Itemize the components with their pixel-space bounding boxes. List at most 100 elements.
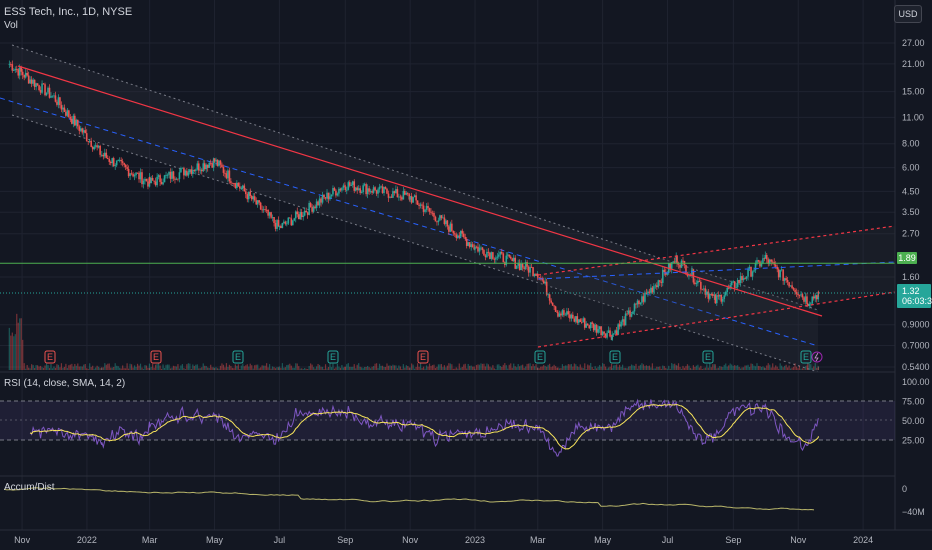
rsi-tick-label: 75.00: [902, 397, 925, 407]
volume-bar: [737, 365, 739, 370]
price-tick-label: 8.00: [902, 139, 920, 149]
candle-body: [17, 69, 20, 76]
volume-bar: [633, 365, 636, 370]
volume-bar: [119, 367, 121, 370]
earnings-marker[interactable]: E: [609, 350, 621, 364]
volume-bar: [405, 365, 407, 370]
symbol-title[interactable]: ESS Tech, Inc., 1D, NYSE: [4, 6, 133, 18]
currency-badge[interactable]: USD: [894, 5, 922, 23]
candle-body: [351, 181, 354, 185]
candle-body: [356, 187, 359, 190]
candle-body: [259, 202, 262, 210]
candle-body: [47, 87, 49, 93]
candle-body: [381, 186, 384, 194]
time-tick-label: Nov: [402, 535, 419, 545]
volume-bar: [293, 367, 295, 370]
price-axis-ticks[interactable]: 27.00 21.00 15.00 11.00 8.00 6.00 4.50 3.50 2.70…: [902, 38, 930, 372]
volume-bar: [712, 364, 714, 370]
volume-bar: [552, 366, 554, 370]
volume-bar: [367, 365, 369, 370]
volume-bar: [186, 364, 188, 370]
candle-body: [723, 295, 726, 299]
channel-upper: [11, 44, 819, 311]
candle-body: [99, 145, 101, 155]
volume-bar: [412, 364, 414, 370]
volume-bar: [326, 368, 328, 370]
earnings-marker[interactable]: E: [702, 350, 714, 364]
candle-body: [756, 260, 758, 264]
rsi-legend[interactable]: RSI (14, close, SMA, 14, 2): [4, 378, 126, 389]
volume-bar: [196, 364, 198, 370]
candle-body: [606, 332, 608, 338]
volume-bar: [29, 368, 31, 370]
volume-bar: [437, 364, 440, 370]
candle-body: [271, 217, 274, 218]
volume-bar: [732, 365, 734, 370]
volume-bar: [698, 367, 700, 370]
candle-body: [564, 314, 567, 316]
volume-bar: [463, 364, 465, 370]
accum-legend[interactable]: Accum/Dist: [4, 482, 55, 493]
volume-bar: [641, 363, 643, 370]
volume-bar: [759, 366, 761, 370]
candle-body: [221, 164, 223, 168]
candle-body: [539, 277, 542, 279]
candle-body: [801, 294, 804, 298]
volume-bar: [659, 366, 661, 370]
candle-body: [591, 322, 593, 324]
candle-body: [536, 273, 539, 278]
candle-body: [449, 223, 452, 232]
candle-body: [389, 196, 391, 198]
candle-body: [45, 92, 48, 96]
volume-bar: [685, 366, 687, 370]
volume-bar: [50, 364, 52, 370]
volume-bar: [762, 366, 764, 370]
volume-bar: [770, 367, 772, 370]
candle-body: [157, 175, 160, 177]
candle-body: [332, 188, 334, 195]
earnings-marker[interactable]: E: [800, 350, 812, 364]
volume-legend[interactable]: Vol: [4, 20, 18, 31]
earnings-marker[interactable]: E: [417, 350, 429, 364]
volume-bar: [315, 366, 318, 370]
volume-bar: [332, 363, 334, 370]
candle-body: [710, 294, 713, 295]
candle-body: [688, 275, 690, 277]
candle-body: [18, 67, 21, 76]
volume-bar: [350, 366, 352, 370]
candle-body: [366, 188, 369, 195]
volume-bar: [492, 365, 494, 370]
volume-bar: [445, 367, 447, 370]
volume-bar: [591, 367, 593, 370]
candle-body: [216, 159, 219, 166]
earnings-marker[interactable]: E: [150, 350, 162, 364]
candle-body: [222, 167, 225, 173]
volume-bar: [237, 364, 239, 370]
candle-body: [442, 217, 444, 219]
volume-bar: [68, 365, 70, 370]
earnings-marker[interactable]: E: [44, 350, 56, 364]
volume-bar: [207, 367, 209, 370]
volume-bar: [41, 367, 43, 370]
dividend-icon[interactable]: [811, 351, 823, 363]
candle-body: [85, 133, 88, 142]
trend-drawings[interactable]: [0, 65, 896, 348]
candle-body: [195, 169, 197, 171]
candle-body: [639, 302, 642, 305]
volume-bar: [99, 368, 101, 370]
volume-bar: [148, 363, 151, 370]
volume-bar: [550, 367, 552, 370]
volume-bar: [797, 368, 799, 370]
earnings-marker[interactable]: E: [327, 350, 339, 364]
candle-body: [798, 295, 801, 296]
earnings-marker[interactable]: E: [232, 350, 244, 364]
earnings-marker[interactable]: E: [534, 350, 546, 364]
time-axis-ticks[interactable]: Nov 2022 Mar May Jul Sep Nov 2023 Mar May Jul Sep No…: [14, 535, 873, 545]
candle-body: [439, 215, 441, 221]
candle-body: [759, 261, 761, 267]
volume-bar: [136, 363, 139, 370]
volume-bar: [692, 365, 695, 370]
volume-bar: [650, 367, 652, 370]
